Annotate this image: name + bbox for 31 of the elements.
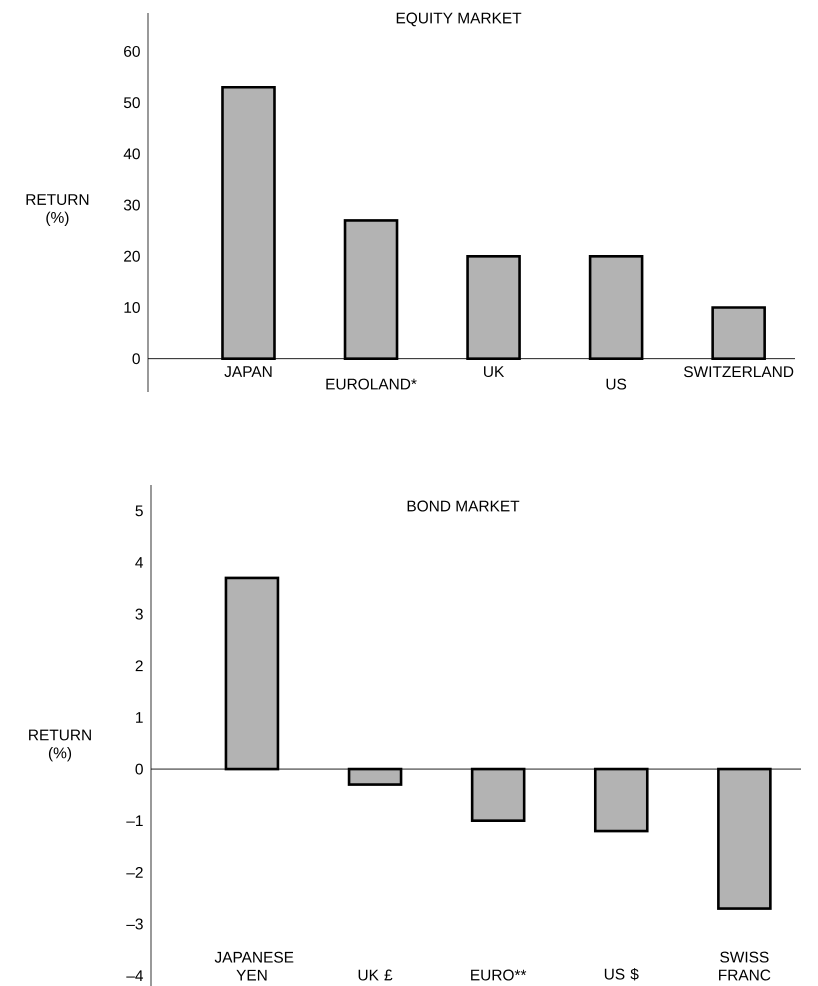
y-tick-label: 10 [124, 302, 140, 313]
x-tick-label: SWISS FRANC [719, 952, 770, 980]
y-tick-label: 5 [136, 505, 143, 516]
y-tick-label: 30 [124, 200, 140, 211]
y-tick-label: 3 [135, 608, 143, 620]
x-tick-label: SWITZERLAND [684, 366, 794, 378]
y-tick-label: 1 [136, 712, 143, 723]
text: BOND MARKET [408, 500, 520, 512]
chart-title: EQUITY MARKET [396, 12, 522, 26]
y-tick-label: 20 [124, 250, 140, 262]
y-tick-label: –3 [126, 918, 143, 930]
x-tick-label: US $ [604, 968, 639, 980]
x-tick-label: UK £ [358, 970, 392, 980]
x-tick-label: US [606, 378, 626, 390]
y-tick-label: –2 [126, 866, 143, 878]
y-tick-label: –4 [126, 970, 144, 981]
x-tick-label: EUROLAND* [326, 378, 417, 390]
y-tick-label: 4 [135, 557, 144, 568]
x-tick-label: UK [484, 366, 504, 377]
x-tick-label: EURO** [471, 970, 526, 980]
x-tick-label: JAPAN [224, 366, 272, 377]
y-axis-title: RETURN (%) [29, 730, 91, 762]
y-tick-label: –1 [126, 815, 143, 826]
y-tick-label: 0 [136, 764, 143, 775]
y-tick-label: 40 [124, 148, 140, 160]
x-tick-label: JAPANESE YEN [214, 952, 294, 980]
y-tick-label: 60 [124, 46, 140, 57]
y-tick-label: 0 [132, 353, 140, 364]
y-axis-title: RETURN (%) [26, 194, 88, 226]
y-tick-label: 2 [136, 660, 143, 672]
y-tick-label: 50 [124, 97, 140, 108]
